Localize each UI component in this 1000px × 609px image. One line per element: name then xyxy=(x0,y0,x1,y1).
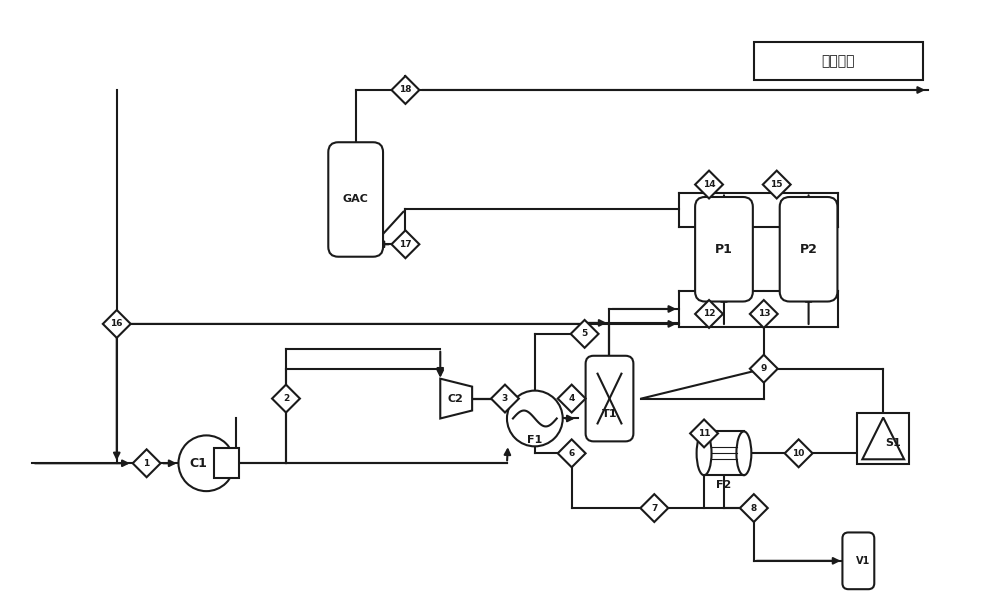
Polygon shape xyxy=(640,494,668,522)
Text: 12: 12 xyxy=(703,309,715,319)
Polygon shape xyxy=(571,320,599,348)
Polygon shape xyxy=(704,431,744,475)
Text: V1: V1 xyxy=(856,556,870,566)
Polygon shape xyxy=(750,355,778,382)
Polygon shape xyxy=(695,300,723,328)
Text: S1: S1 xyxy=(885,438,901,448)
Text: C1: C1 xyxy=(189,457,207,470)
FancyBboxPatch shape xyxy=(754,42,923,80)
Text: 2: 2 xyxy=(283,394,289,403)
FancyBboxPatch shape xyxy=(780,197,837,301)
Polygon shape xyxy=(391,230,419,258)
Ellipse shape xyxy=(736,431,751,475)
Text: F2: F2 xyxy=(716,480,732,490)
Text: 11: 11 xyxy=(698,429,710,438)
Polygon shape xyxy=(272,385,300,412)
Text: 1: 1 xyxy=(143,459,150,468)
Polygon shape xyxy=(491,385,519,412)
Text: 4: 4 xyxy=(568,394,575,403)
Circle shape xyxy=(178,435,234,491)
Text: 13: 13 xyxy=(758,309,770,319)
Text: 18: 18 xyxy=(399,85,412,94)
Polygon shape xyxy=(785,439,813,467)
Polygon shape xyxy=(440,379,472,418)
Polygon shape xyxy=(740,494,768,522)
Text: 14: 14 xyxy=(703,180,715,189)
Text: 17: 17 xyxy=(399,240,412,248)
Ellipse shape xyxy=(697,431,712,475)
Polygon shape xyxy=(558,439,586,467)
FancyBboxPatch shape xyxy=(328,143,383,257)
Text: T1: T1 xyxy=(602,409,617,418)
Polygon shape xyxy=(558,385,586,412)
Polygon shape xyxy=(695,171,723,199)
Polygon shape xyxy=(763,171,791,199)
Text: GAC: GAC xyxy=(343,194,369,205)
Text: 10: 10 xyxy=(792,449,805,458)
FancyBboxPatch shape xyxy=(214,448,239,478)
Text: C2: C2 xyxy=(447,393,463,404)
Text: 6: 6 xyxy=(569,449,575,458)
Polygon shape xyxy=(391,76,419,104)
Polygon shape xyxy=(103,310,131,338)
Text: 16: 16 xyxy=(111,319,123,328)
Text: 15: 15 xyxy=(770,180,783,189)
Text: 9: 9 xyxy=(761,364,767,373)
Text: P2: P2 xyxy=(800,243,818,256)
Text: 达标排气: 达标排气 xyxy=(822,54,855,68)
FancyBboxPatch shape xyxy=(857,412,909,464)
Circle shape xyxy=(507,390,563,446)
Text: 5: 5 xyxy=(581,329,588,339)
FancyBboxPatch shape xyxy=(842,532,874,589)
Text: P1: P1 xyxy=(715,243,733,256)
Text: 3: 3 xyxy=(502,394,508,403)
FancyBboxPatch shape xyxy=(695,197,753,301)
FancyBboxPatch shape xyxy=(586,356,633,442)
Polygon shape xyxy=(133,449,161,477)
Text: 8: 8 xyxy=(751,504,757,513)
Text: F1: F1 xyxy=(527,435,542,445)
Text: 7: 7 xyxy=(651,504,657,513)
Polygon shape xyxy=(750,300,778,328)
Polygon shape xyxy=(690,420,718,448)
